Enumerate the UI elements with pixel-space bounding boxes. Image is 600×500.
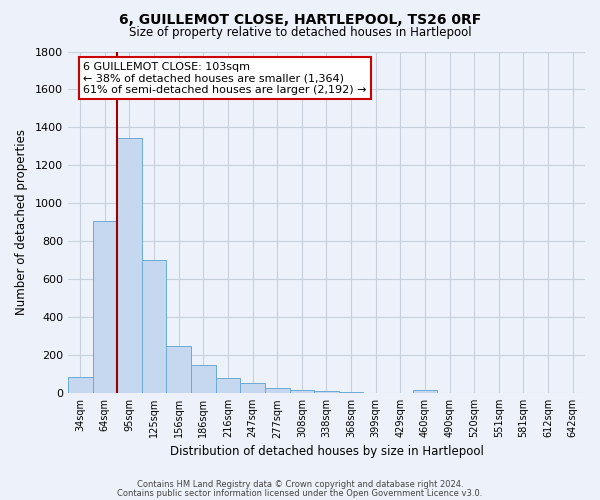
Bar [290,390,314,393]
Text: Size of property relative to detached houses in Hartlepool: Size of property relative to detached ho… [128,26,472,39]
Bar [191,365,215,393]
Bar [92,222,117,393]
Bar [68,377,92,393]
Bar [215,378,240,393]
Bar [413,390,437,393]
Text: Contains public sector information licensed under the Open Government Licence v3: Contains public sector information licen… [118,488,482,498]
Y-axis label: Number of detached properties: Number of detached properties [15,130,28,316]
Bar [166,346,191,393]
Bar [314,392,339,393]
Bar [240,383,265,393]
X-axis label: Distribution of detached houses by size in Hartlepool: Distribution of detached houses by size … [170,444,484,458]
Bar [117,138,142,393]
Bar [142,260,166,393]
Text: 6, GUILLEMOT CLOSE, HARTLEPOOL, TS26 0RF: 6, GUILLEMOT CLOSE, HARTLEPOOL, TS26 0RF [119,12,481,26]
Text: 6 GUILLEMOT CLOSE: 103sqm
← 38% of detached houses are smaller (1,364)
61% of se: 6 GUILLEMOT CLOSE: 103sqm ← 38% of detac… [83,62,367,95]
Text: Contains HM Land Registry data © Crown copyright and database right 2024.: Contains HM Land Registry data © Crown c… [137,480,463,489]
Bar [265,388,290,393]
Bar [339,392,364,393]
